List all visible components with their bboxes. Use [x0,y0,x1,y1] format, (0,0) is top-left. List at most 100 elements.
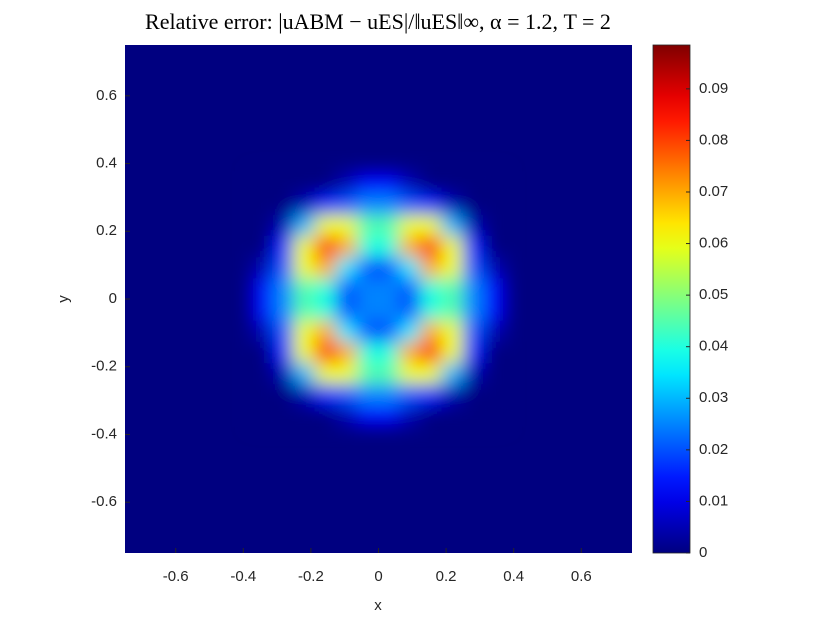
y-axis-label: y [55,295,72,303]
x-tick-label: 0.4 [503,568,524,585]
heatmap-cell [483,235,506,258]
heatmap-cell [335,319,358,342]
x-axis-label: x [374,597,382,614]
y-tick-label: -0.6 [91,493,117,510]
heatmap-cell [378,277,401,300]
heatmap-cell [293,404,316,427]
heatmap-cell [314,256,337,279]
heatmap-cell [293,340,316,363]
heatmap-cell [483,256,506,279]
heatmap-cell [483,362,506,385]
heatmap-cell [399,235,422,258]
heatmap-cell [251,277,274,300]
heatmap-cell [420,213,443,236]
heatmap-cell [378,404,401,427]
heatmap-cell [399,171,422,194]
heatmap-cell [420,340,443,363]
heatmap-cell [251,171,274,194]
heatmap-cell [293,256,316,279]
heatmap-cell [378,319,401,342]
heatmap-cell [314,319,337,342]
heatmap-cell [441,362,464,385]
heatmap-cell [272,256,295,279]
heatmap-cell [378,192,401,215]
chart-title: Relative error: |uABM − uES|/‖uES‖∞, α =… [145,9,611,34]
heatmap-cell [335,404,358,427]
heatmap-cell [293,192,316,215]
heatmap-cell [251,383,274,406]
heatmap-cell [399,192,422,215]
y-tick-label: -0.4 [91,425,117,442]
heatmap-cell [335,235,358,258]
heatmap-cell [293,362,316,385]
heatmap-cell [483,277,506,300]
heatmap-cell [441,171,464,194]
heatmap-clip [251,171,506,427]
heatmap-cell [251,192,274,215]
heatmap-cell [462,404,485,427]
heatmap-cell [420,235,443,258]
heatmap-cell [462,235,485,258]
heatmap-cell [251,235,274,258]
heatmap-cell [420,383,443,406]
heatmap-cell [335,256,358,279]
y-tick-label: 0.4 [96,155,117,172]
heatmap-cell [293,319,316,342]
heatmap-cell [335,277,358,300]
heatmap-cell [441,192,464,215]
heatmap-cell [378,298,401,321]
heatmap-cell [335,192,358,215]
heatmap-cell [314,277,337,300]
heatmap-cell [356,235,379,258]
heatmap-cell [462,213,485,236]
heatmap-cell [356,340,379,363]
heatmap-cell [378,171,401,194]
heatmap-cell [483,340,506,363]
x-tick-label: 0 [374,568,382,585]
heatmap-cell [420,298,443,321]
heatmap-cell [462,340,485,363]
colorbar-tick-label: 0.02 [699,441,728,458]
heatmap-cell [293,213,316,236]
heatmap-cell [420,277,443,300]
heatmap-cell [462,277,485,300]
heatmap-cell [462,383,485,406]
heatmap-cell [293,383,316,406]
x-tick-label: 0.2 [436,568,457,585]
heatmap-cell [462,362,485,385]
heatmap-cell [378,383,401,406]
heatmap-cell [314,171,337,194]
heatmap-cell [399,404,422,427]
x-tick-label: -0.2 [298,568,324,585]
heatmap-cell [314,383,337,406]
heatmap-cell [272,340,295,363]
heatmap-cell [420,256,443,279]
y-tick-label: 0.2 [96,222,117,239]
y-tick-label: -0.2 [91,358,117,375]
heatmap-cell [420,362,443,385]
y-tick-label: 0.6 [96,87,117,104]
heatmap-cell [483,319,506,342]
heatmap-cell [441,298,464,321]
colorbar-tick-label: 0.07 [699,183,728,200]
heatmap [251,171,506,427]
heatmap-cell [420,319,443,342]
colorbar [652,44,691,554]
heatmap-cell [293,277,316,300]
colorbar-tick-label: 0 [699,544,707,561]
heatmap-cell [272,298,295,321]
heatmap-cell [314,404,337,427]
heatmap-cell [420,404,443,427]
heatmap-cell [251,362,274,385]
heatmap-cell [441,404,464,427]
heatmap-cell [378,340,401,363]
heatmap-cell [378,256,401,279]
heatmap-cell [399,319,422,342]
heatmap-cell [314,192,337,215]
heatmap-cell [378,213,401,236]
heatmap-cell [462,256,485,279]
heatmap-cell [251,404,274,427]
heatmap-cell [483,213,506,236]
heatmap-cell [356,383,379,406]
